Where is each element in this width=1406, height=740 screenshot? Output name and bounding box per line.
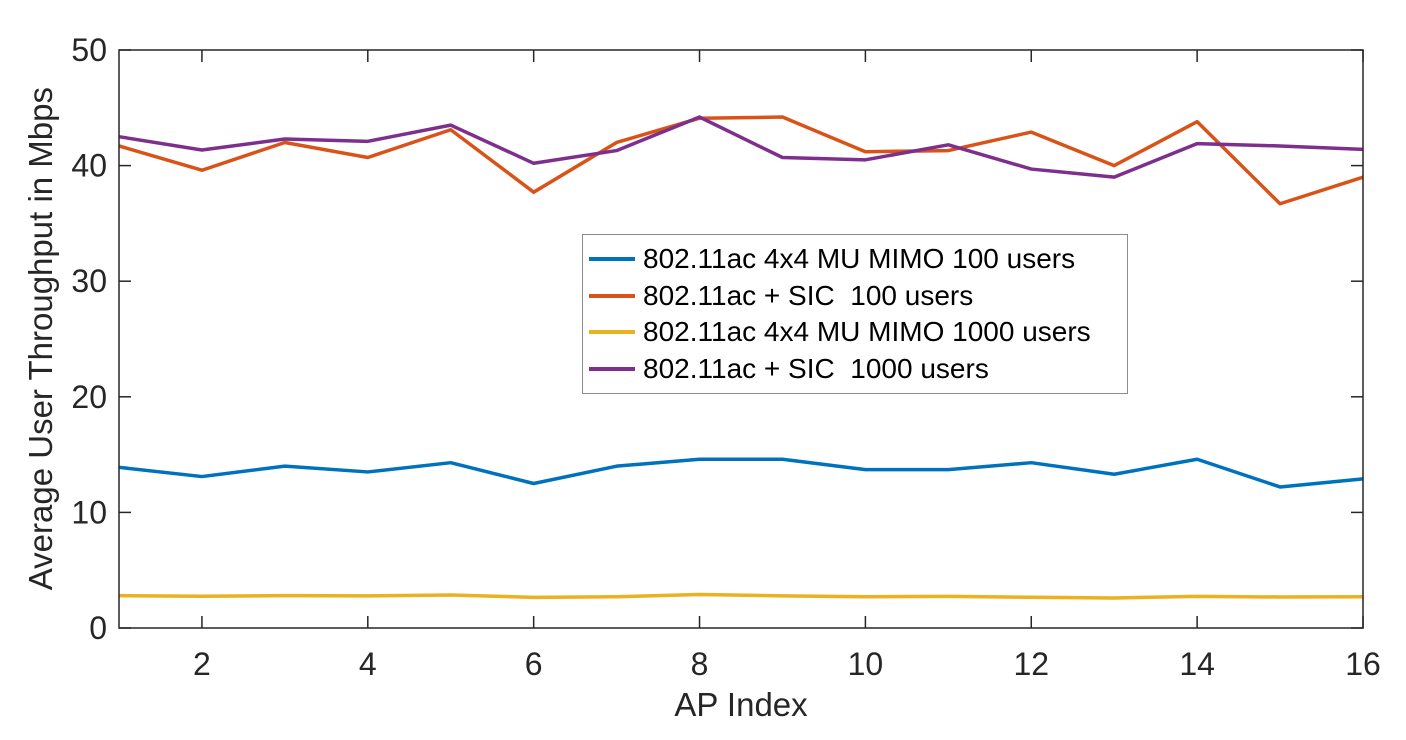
x-axis-label: AP Index [674, 686, 808, 723]
series-line-0 [118, 457, 1364, 489]
y-tick-label: 50 [71, 32, 107, 68]
x-tick-label: 10 [848, 646, 884, 682]
legend-swatch-orange [589, 293, 635, 298]
y-axis-label: Average User Throughput in Mbps [22, 87, 59, 591]
legend-swatch-yellow [589, 330, 635, 335]
series-lines [118, 115, 1364, 600]
legend-swatch-blue [589, 257, 635, 262]
legend-label: 802.11ac + SIC 100 users [643, 279, 974, 311]
x-tick-label: 12 [1013, 646, 1049, 682]
y-tick-label: 20 [71, 379, 107, 415]
series-line-2 [118, 592, 1364, 600]
legend-item-sic-100: 802.11ac + SIC 100 users [589, 279, 1127, 311]
legend-item-mumimo-100: 802.11ac 4x4 MU MIMO 100 users [589, 245, 1127, 273]
x-tick-label: 14 [1179, 646, 1215, 682]
legend-label: 802.11ac 4x4 MU MIMO 100 users [643, 243, 1076, 275]
axes-box [118, 49, 1364, 629]
legend-item-mumimo-1000: 802.11ac 4x4 MU MIMO 1000 users [589, 318, 1127, 346]
y-tick-label: 40 [71, 148, 107, 184]
x-tick-label: 2 [193, 646, 211, 682]
legend-label: 802.11ac 4x4 MU MIMO 1000 users [643, 316, 1091, 348]
x-tick-label: 6 [525, 646, 543, 682]
y-tick-label: 30 [71, 263, 107, 299]
legend-swatch-purple [589, 366, 635, 371]
y-tick-label: 0 [89, 610, 107, 646]
x-tick-label: 8 [691, 646, 709, 682]
x-tick-label: 16 [1345, 646, 1381, 682]
y-axis-label-wrap: Average User Throughput in Mbps [18, 50, 64, 628]
series-line-1 [118, 115, 1364, 206]
x-tick-label: 4 [359, 646, 377, 682]
legend-box: 802.11ac 4x4 MU MIMO 100 users 802.11ac … [582, 234, 1128, 394]
tick-labels: 2 4 6 8 10 12 14 16 0 10 20 30 40 50 [71, 32, 1380, 682]
legend-label: 802.11ac + SIC 1000 users [643, 352, 989, 384]
series-line-3 [118, 115, 1364, 179]
legend-item-sic-1000: 802.11ac + SIC 1000 users [589, 352, 1127, 384]
y-tick-label: 10 [71, 494, 107, 530]
